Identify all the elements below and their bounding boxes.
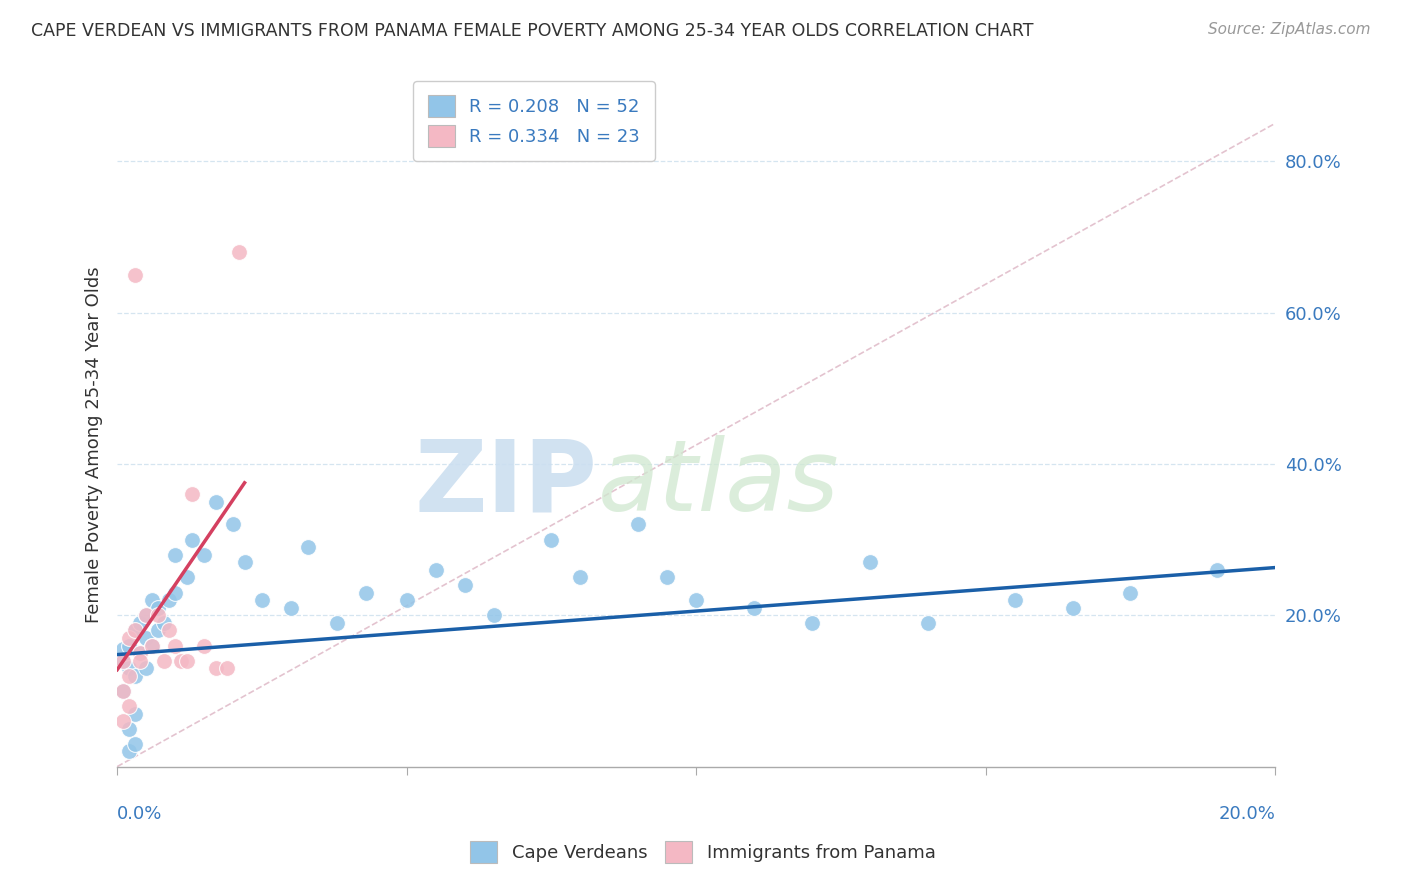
Point: [157, 624, 180, 638]
Point: [297, 540, 319, 554]
Point: [250, 593, 273, 607]
Point: [204, 494, 226, 508]
Point: [146, 600, 169, 615]
Legend: R = 0.208   N = 52, R = 0.334   N = 23: R = 0.208 N = 52, R = 0.334 N = 23: [413, 81, 655, 161]
Text: Source: ZipAtlas.com: Source: ZipAtlas.com: [1208, 22, 1371, 37]
Point: [118, 661, 141, 675]
Point: [917, 615, 939, 630]
Point: [141, 593, 163, 607]
Text: CAPE VERDEAN VS IMMIGRANTS FROM PANAMA FEMALE POVERTY AMONG 25-34 YEAR OLDS CORR: CAPE VERDEAN VS IMMIGRANTS FROM PANAMA F…: [31, 22, 1033, 40]
Point: [124, 624, 146, 638]
Y-axis label: Female Poverty Among 25-34 Year Olds: Female Poverty Among 25-34 Year Olds: [86, 267, 103, 624]
Point: [165, 585, 187, 599]
Point: [111, 654, 134, 668]
Point: [181, 487, 204, 501]
Point: [233, 555, 256, 569]
Point: [204, 661, 226, 675]
Point: [165, 548, 187, 562]
Point: [181, 533, 204, 547]
Point: [118, 639, 141, 653]
Point: [124, 268, 146, 282]
Point: [111, 684, 134, 698]
Point: [129, 615, 152, 630]
Text: atlas: atlas: [598, 435, 839, 532]
Point: [124, 624, 146, 638]
Point: [280, 600, 302, 615]
Point: [176, 570, 198, 584]
Point: [118, 699, 141, 714]
Point: [135, 661, 157, 675]
Point: [118, 744, 141, 758]
Point: [222, 517, 245, 532]
Point: [124, 706, 146, 721]
Text: ZIP: ZIP: [415, 435, 598, 532]
Point: [146, 608, 169, 623]
Point: [453, 578, 475, 592]
Point: [129, 646, 152, 660]
Point: [141, 639, 163, 653]
Point: [111, 642, 134, 657]
Point: [165, 639, 187, 653]
Point: [228, 245, 250, 260]
Point: [801, 615, 824, 630]
Point: [482, 608, 505, 623]
Point: [395, 593, 418, 607]
Point: [118, 669, 141, 683]
Point: [135, 631, 157, 645]
Point: [326, 615, 349, 630]
Point: [176, 654, 198, 668]
Point: [118, 631, 141, 645]
Point: [135, 608, 157, 623]
Legend: Cape Verdeans, Immigrants from Panama: Cape Verdeans, Immigrants from Panama: [461, 832, 945, 872]
Point: [135, 608, 157, 623]
Point: [124, 737, 146, 751]
Point: [1004, 593, 1026, 607]
Point: [1119, 585, 1142, 599]
Point: [146, 624, 169, 638]
Point: [170, 654, 193, 668]
Point: [111, 714, 134, 729]
Point: [354, 585, 377, 599]
Point: [742, 600, 765, 615]
Point: [129, 654, 152, 668]
Point: [540, 533, 562, 547]
Point: [111, 684, 134, 698]
Point: [859, 555, 882, 569]
Point: [118, 722, 141, 736]
Point: [152, 654, 174, 668]
Point: [193, 639, 215, 653]
Point: [124, 669, 146, 683]
Point: [657, 570, 679, 584]
Point: [217, 661, 239, 675]
Point: [193, 548, 215, 562]
Point: [685, 593, 707, 607]
Point: [1206, 563, 1229, 577]
Point: [425, 563, 447, 577]
Point: [141, 639, 163, 653]
Point: [627, 517, 650, 532]
Point: [152, 615, 174, 630]
Text: 0.0%: 0.0%: [117, 805, 163, 823]
Point: [111, 654, 134, 668]
Text: 20.0%: 20.0%: [1219, 805, 1275, 823]
Point: [569, 570, 592, 584]
Point: [129, 646, 152, 660]
Point: [157, 593, 180, 607]
Point: [1062, 600, 1084, 615]
